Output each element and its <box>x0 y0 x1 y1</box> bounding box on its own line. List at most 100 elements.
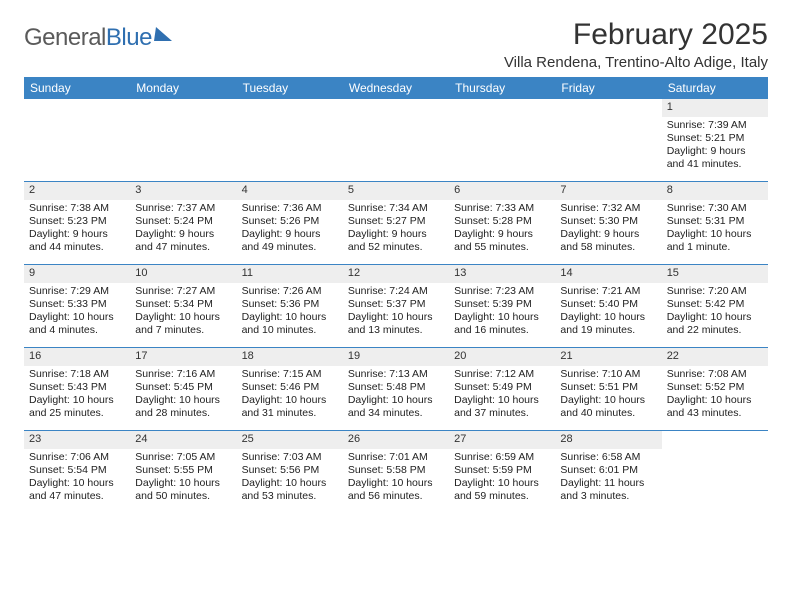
daylight-text: Daylight: 10 hours and 50 minutes. <box>135 477 231 503</box>
day-body: Sunrise: 7:27 AMSunset: 5:34 PMDaylight:… <box>130 283 236 342</box>
day-body: Sunrise: 7:26 AMSunset: 5:36 PMDaylight:… <box>237 283 343 342</box>
sunrise-text: Sunrise: 7:01 AM <box>348 451 444 464</box>
day-number: 6 <box>449 182 555 200</box>
daylight-text: Daylight: 10 hours and 34 minutes. <box>348 394 444 420</box>
day-header-thu: Thursday <box>449 77 555 99</box>
day-header-sun: Sunday <box>24 77 130 99</box>
sunset-text: Sunset: 5:46 PM <box>242 381 338 394</box>
day-header-wed: Wednesday <box>343 77 449 99</box>
day-body: Sunrise: 7:33 AMSunset: 5:28 PMDaylight:… <box>449 200 555 259</box>
day-number: 17 <box>130 348 236 366</box>
day-number: 25 <box>237 431 343 449</box>
daylight-text: Daylight: 10 hours and 13 minutes. <box>348 311 444 337</box>
day-number: 16 <box>24 348 130 366</box>
sunset-text: Sunset: 5:26 PM <box>242 215 338 228</box>
day-cell: 26Sunrise: 7:01 AMSunset: 5:58 PMDayligh… <box>343 431 449 513</box>
day-cell: 8Sunrise: 7:30 AMSunset: 5:31 PMDaylight… <box>662 182 768 264</box>
day-number: 11 <box>237 265 343 283</box>
daylight-text: Daylight: 9 hours and 52 minutes. <box>348 228 444 254</box>
day-body: Sunrise: 7:01 AMSunset: 5:58 PMDaylight:… <box>343 449 449 508</box>
day-body: Sunrise: 7:10 AMSunset: 5:51 PMDaylight:… <box>555 366 661 425</box>
day-number: 27 <box>449 431 555 449</box>
sunset-text: Sunset: 5:27 PM <box>348 215 444 228</box>
day-number: 3 <box>130 182 236 200</box>
sunset-text: Sunset: 5:24 PM <box>135 215 231 228</box>
sunset-text: Sunset: 5:52 PM <box>667 381 763 394</box>
day-cell: 13Sunrise: 7:23 AMSunset: 5:39 PMDayligh… <box>449 265 555 347</box>
day-number: 4 <box>237 182 343 200</box>
day-body: Sunrise: 7:38 AMSunset: 5:23 PMDaylight:… <box>24 200 130 259</box>
day-cell: 20Sunrise: 7:12 AMSunset: 5:49 PMDayligh… <box>449 348 555 430</box>
daylight-text: Daylight: 10 hours and 59 minutes. <box>454 477 550 503</box>
sunset-text: Sunset: 5:48 PM <box>348 381 444 394</box>
sunrise-text: Sunrise: 7:12 AM <box>454 368 550 381</box>
title-block: February 2025 Villa Rendena, Trentino-Al… <box>504 18 768 71</box>
sunrise-text: Sunrise: 7:29 AM <box>29 285 125 298</box>
calendar: Sunday Monday Tuesday Wednesday Thursday… <box>24 77 768 513</box>
daylight-text: Daylight: 9 hours and 58 minutes. <box>560 228 656 254</box>
sunset-text: Sunset: 5:33 PM <box>29 298 125 311</box>
sunrise-text: Sunrise: 7:13 AM <box>348 368 444 381</box>
day-header-mon: Monday <box>130 77 236 99</box>
day-cell <box>24 99 130 181</box>
day-body: Sunrise: 7:18 AMSunset: 5:43 PMDaylight:… <box>24 366 130 425</box>
day-cell: 3Sunrise: 7:37 AMSunset: 5:24 PMDaylight… <box>130 182 236 264</box>
sunrise-text: Sunrise: 7:27 AM <box>135 285 231 298</box>
day-number: 22 <box>662 348 768 366</box>
day-body: Sunrise: 7:32 AMSunset: 5:30 PMDaylight:… <box>555 200 661 259</box>
location-subtitle: Villa Rendena, Trentino-Alto Adige, Ital… <box>504 54 768 71</box>
day-number: 2 <box>24 182 130 200</box>
sunrise-text: Sunrise: 7:23 AM <box>454 285 550 298</box>
day-cell: 2Sunrise: 7:38 AMSunset: 5:23 PMDaylight… <box>24 182 130 264</box>
daylight-text: Daylight: 10 hours and 25 minutes. <box>29 394 125 420</box>
daylight-text: Daylight: 10 hours and 56 minutes. <box>348 477 444 503</box>
day-body: Sunrise: 7:39 AMSunset: 5:21 PMDaylight:… <box>662 117 768 176</box>
daylight-text: Daylight: 10 hours and 37 minutes. <box>454 394 550 420</box>
sunrise-text: Sunrise: 7:37 AM <box>135 202 231 215</box>
sunrise-text: Sunrise: 7:39 AM <box>667 119 763 132</box>
page-title: February 2025 <box>504 18 768 52</box>
day-number: 20 <box>449 348 555 366</box>
daylight-text: Daylight: 10 hours and 47 minutes. <box>29 477 125 503</box>
sunrise-text: Sunrise: 6:59 AM <box>454 451 550 464</box>
sunrise-text: Sunrise: 7:06 AM <box>29 451 125 464</box>
weeks-container: 1Sunrise: 7:39 AMSunset: 5:21 PMDaylight… <box>24 99 768 513</box>
daylight-text: Daylight: 10 hours and 19 minutes. <box>560 311 656 337</box>
sunset-text: Sunset: 6:01 PM <box>560 464 656 477</box>
sunrise-text: Sunrise: 7:21 AM <box>560 285 656 298</box>
daylight-text: Daylight: 10 hours and 31 minutes. <box>242 394 338 420</box>
sunset-text: Sunset: 5:28 PM <box>454 215 550 228</box>
sunset-text: Sunset: 5:45 PM <box>135 381 231 394</box>
day-cell <box>662 431 768 513</box>
day-number: 14 <box>555 265 661 283</box>
sunset-text: Sunset: 5:51 PM <box>560 381 656 394</box>
day-cell: 17Sunrise: 7:16 AMSunset: 5:45 PMDayligh… <box>130 348 236 430</box>
sunrise-text: Sunrise: 7:05 AM <box>135 451 231 464</box>
day-cell: 11Sunrise: 7:26 AMSunset: 5:36 PMDayligh… <box>237 265 343 347</box>
daylight-text: Daylight: 10 hours and 16 minutes. <box>454 311 550 337</box>
sunset-text: Sunset: 5:40 PM <box>560 298 656 311</box>
day-body: Sunrise: 7:20 AMSunset: 5:42 PMDaylight:… <box>662 283 768 342</box>
sunset-text: Sunset: 5:23 PM <box>29 215 125 228</box>
day-cell: 15Sunrise: 7:20 AMSunset: 5:42 PMDayligh… <box>662 265 768 347</box>
day-cell: 7Sunrise: 7:32 AMSunset: 5:30 PMDaylight… <box>555 182 661 264</box>
sunrise-text: Sunrise: 7:34 AM <box>348 202 444 215</box>
day-body: Sunrise: 7:12 AMSunset: 5:49 PMDaylight:… <box>449 366 555 425</box>
day-cell: 16Sunrise: 7:18 AMSunset: 5:43 PMDayligh… <box>24 348 130 430</box>
sunset-text: Sunset: 5:37 PM <box>348 298 444 311</box>
day-body: Sunrise: 7:37 AMSunset: 5:24 PMDaylight:… <box>130 200 236 259</box>
sunset-text: Sunset: 5:34 PM <box>135 298 231 311</box>
week-row: 9Sunrise: 7:29 AMSunset: 5:33 PMDaylight… <box>24 265 768 348</box>
day-body: Sunrise: 7:23 AMSunset: 5:39 PMDaylight:… <box>449 283 555 342</box>
logo-text: GeneralBlue <box>24 24 152 52</box>
day-cell: 25Sunrise: 7:03 AMSunset: 5:56 PMDayligh… <box>237 431 343 513</box>
daylight-text: Daylight: 10 hours and 4 minutes. <box>29 311 125 337</box>
sunset-text: Sunset: 5:49 PM <box>454 381 550 394</box>
day-body: Sunrise: 7:36 AMSunset: 5:26 PMDaylight:… <box>237 200 343 259</box>
week-row: 16Sunrise: 7:18 AMSunset: 5:43 PMDayligh… <box>24 348 768 431</box>
sunset-text: Sunset: 5:54 PM <box>29 464 125 477</box>
sunrise-text: Sunrise: 7:15 AM <box>242 368 338 381</box>
daylight-text: Daylight: 10 hours and 43 minutes. <box>667 394 763 420</box>
day-body: Sunrise: 6:58 AMSunset: 6:01 PMDaylight:… <box>555 449 661 508</box>
day-body: Sunrise: 7:06 AMSunset: 5:54 PMDaylight:… <box>24 449 130 508</box>
